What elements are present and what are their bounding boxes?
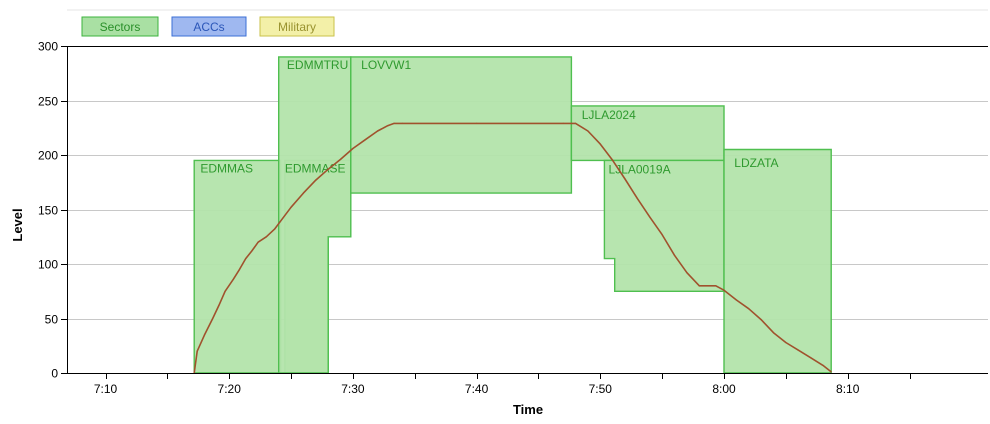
trajectory-point xyxy=(636,198,639,200)
x-tick-label: 7:50 xyxy=(589,382,613,396)
legend: Sectors ACCs Military xyxy=(81,16,335,37)
trajectory-point xyxy=(760,319,762,321)
sector-label-ldzata: LDZATA xyxy=(734,156,778,170)
trajectory-point xyxy=(723,289,725,291)
legend-label[interactable]: ACCs xyxy=(193,20,224,34)
trajectory-point xyxy=(327,168,329,170)
trajectory-point xyxy=(772,332,775,334)
legend-swatch[interactable] xyxy=(81,16,159,37)
trajectory-point xyxy=(364,139,366,141)
trajectory-point xyxy=(673,254,676,256)
trajectory-point xyxy=(352,147,354,150)
trajectory-point xyxy=(257,241,259,243)
trajectory-point xyxy=(224,290,226,292)
legend-swatch[interactable] xyxy=(171,16,247,37)
trajectory-point xyxy=(587,130,589,132)
trajectory-point xyxy=(339,158,342,160)
sectors-layer xyxy=(193,56,832,374)
legend-swatch[interactable] xyxy=(259,16,335,37)
trajectory-point xyxy=(232,278,234,280)
trajectory-point xyxy=(401,122,403,124)
trajectory-point xyxy=(282,217,284,219)
x-tick-label: 8:10 xyxy=(836,382,860,396)
sector-label-ljla0019a: LJLA0019A xyxy=(609,163,671,177)
sector-lovvw1[interactable] xyxy=(350,56,573,194)
trajectory-point xyxy=(698,285,700,287)
y-tick-label: 100 xyxy=(38,258,58,272)
legend-item-accs[interactable]: ACCs xyxy=(171,16,247,37)
x-tick-label: 8:00 xyxy=(712,382,736,396)
sector-ldzata[interactable] xyxy=(723,148,832,374)
trajectory-point xyxy=(238,268,241,270)
legend-label[interactable]: Sectors xyxy=(100,20,141,34)
trajectory-point xyxy=(377,130,379,132)
legend-item-military[interactable]: Military xyxy=(259,16,335,37)
trajectory-point xyxy=(735,299,738,301)
trajectory-point xyxy=(290,206,292,208)
trajectory-point xyxy=(196,350,198,352)
sector-labels-layer: EDMMAS EDMMASE EDMMTRU LOVVW1 LJLA2024 LJLA00… xyxy=(200,58,778,177)
trajectory-point xyxy=(661,234,663,236)
trajectory-point xyxy=(203,334,206,336)
sector-edmmas[interactable] xyxy=(193,159,282,374)
trajectory-point xyxy=(251,250,253,252)
trajectory-point xyxy=(387,125,389,127)
x-tick-label: 7:10 xyxy=(94,382,118,396)
x-tick-label: 7:20 xyxy=(218,382,242,396)
sector-ljla0019a[interactable] xyxy=(603,159,725,292)
trajectory-point xyxy=(315,179,317,181)
x-axis-title: Time xyxy=(513,402,543,417)
trajectory-point xyxy=(822,364,824,366)
sector-label-edmmase: EDMMASE xyxy=(285,161,346,175)
trajectory-point xyxy=(785,341,787,344)
trajectory-point xyxy=(302,192,304,194)
y-tick-label: 150 xyxy=(38,204,58,218)
trajectory-point xyxy=(624,178,626,180)
y-tick-label: 0 xyxy=(51,367,58,381)
trajectory-point xyxy=(245,258,247,260)
trajectory-point xyxy=(612,159,614,161)
x-tick-label: 7:40 xyxy=(465,382,489,396)
trajectory-point xyxy=(265,236,267,238)
sector-label-edmmas: EDMMAS xyxy=(200,161,253,175)
legend-item-sectors[interactable]: Sectors xyxy=(81,16,159,37)
trajectory-point xyxy=(748,308,750,310)
trajectory-point xyxy=(797,349,799,351)
trajectory-point xyxy=(212,317,214,320)
sector-label-ljla2024: LJLA2024 xyxy=(582,108,636,122)
trajectory-point xyxy=(274,228,276,230)
trajectory-point xyxy=(810,357,812,359)
trajectory-point xyxy=(715,285,717,287)
sector-label-lovvw1: LOVVW1 xyxy=(361,58,411,72)
axes: 0 50 100 150 200 250 300 7:10 7:20 7:30 7:40 7:50 8:… xyxy=(38,40,988,396)
trajectory-point xyxy=(393,122,395,124)
trajectory-point xyxy=(599,143,601,145)
x-tick-label: 7:30 xyxy=(341,382,365,396)
trajectory-point xyxy=(476,122,478,124)
trajectory-point xyxy=(218,304,220,306)
y-tick-label: 250 xyxy=(38,95,58,109)
trajectory-point xyxy=(686,272,688,274)
y-axis-title: Level xyxy=(10,208,25,241)
legend-label[interactable]: Military xyxy=(278,20,316,34)
trajectory-layer xyxy=(193,122,832,374)
trajectory-point xyxy=(649,216,651,218)
y-tick-label: 300 xyxy=(38,40,58,54)
sector-label-edmmtru: EDMMTRU xyxy=(287,58,348,72)
y-tick-label: 200 xyxy=(38,149,58,163)
trajectory-point xyxy=(562,122,564,124)
trajectory-point xyxy=(575,122,577,124)
y-tick-label: 50 xyxy=(45,313,59,327)
trajectory-point xyxy=(830,371,832,373)
